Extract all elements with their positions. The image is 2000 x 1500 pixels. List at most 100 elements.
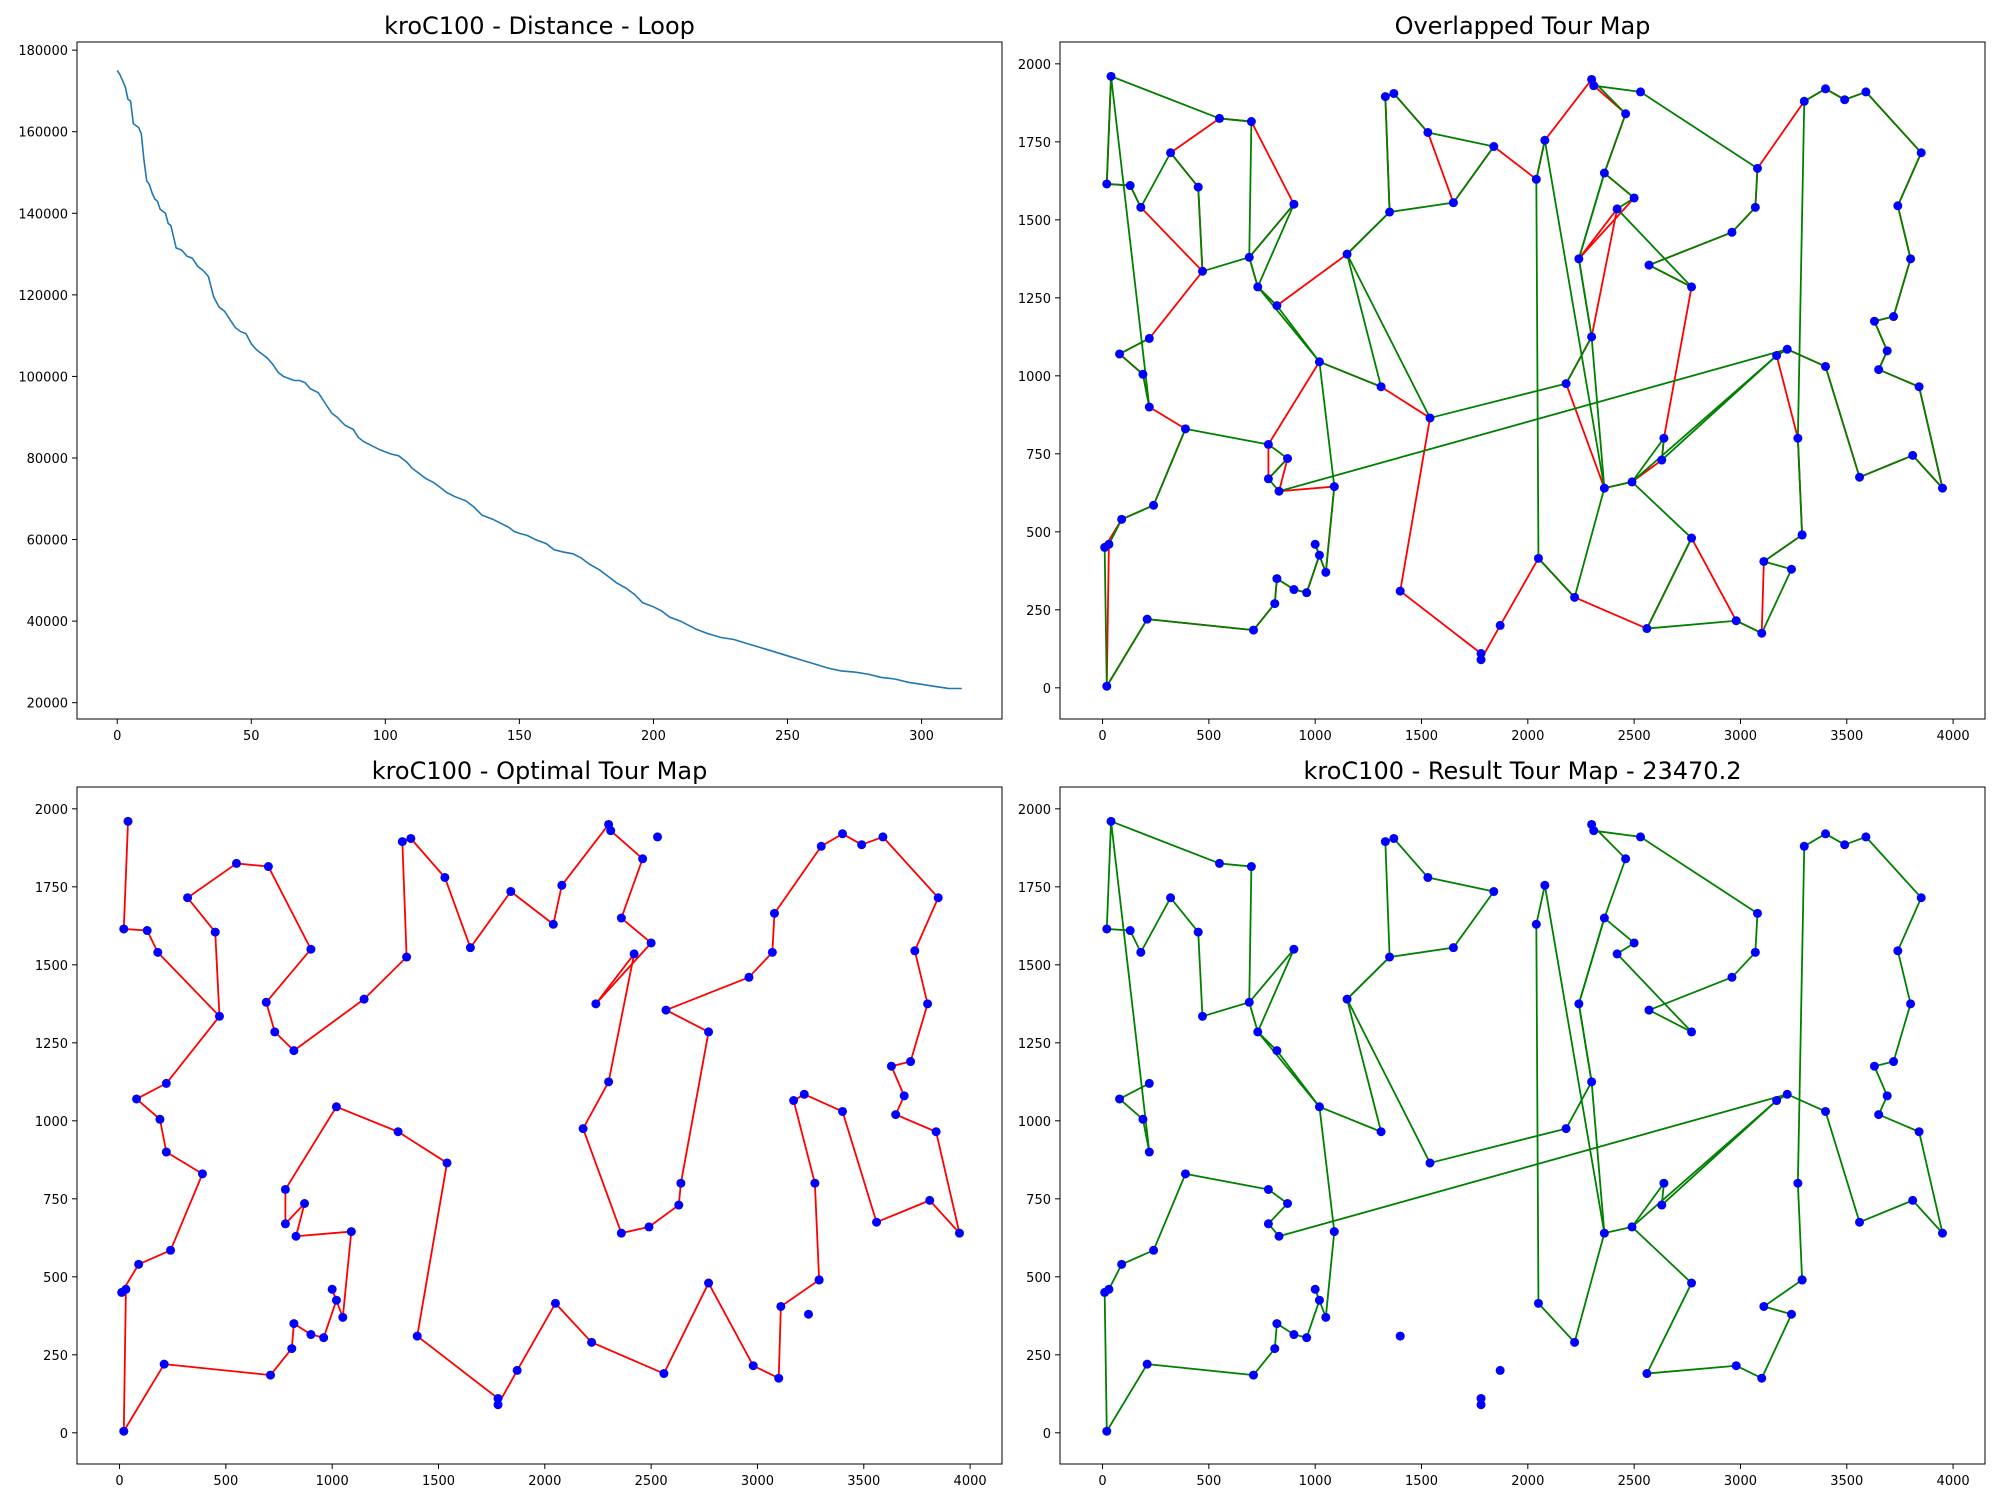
city-point [1772,351,1782,361]
optimal-tour-edge [187,862,237,899]
optimal-tour-edge [1544,78,1593,141]
city-point [1574,999,1584,1009]
x-tick-label: 150 [507,729,532,744]
result-tour-edge [1118,353,1144,375]
optimal-tour-edge [913,950,929,1005]
x-tick-label: 1000 [1299,729,1332,744]
city-point [1531,919,1541,929]
result-tour-edge [1346,998,1431,1164]
optimal-tour-edge [1574,596,1648,630]
city-point [1125,926,1135,936]
optimal-tour-edge [1427,132,1455,203]
result-tour-edge [1257,1031,1321,1108]
result-tour-edge [1256,203,1295,288]
city-point [1193,927,1203,937]
city-point [774,1373,784,1383]
city-point [767,947,777,957]
city-point [1423,872,1433,882]
x-tick-label: 500 [213,1474,238,1489]
city-point [676,1178,686,1188]
result-tour-edge [1577,172,1606,260]
city-point [616,913,626,923]
result-tour-edge [1119,337,1150,355]
city-point [1244,997,1254,1007]
panel-4: kroC100 - Result Tour Map - 23470.2 0 500 1… [1018,757,1986,1489]
y-tick-label: 1250 [35,1037,68,1052]
result-tour-edge [1248,203,1295,258]
result-tour-edge [1735,619,1763,635]
city-point [142,926,152,936]
city-point [1142,614,1152,624]
optimal-tour-edge [803,1093,843,1113]
optimal-tour-edge [620,917,652,944]
city-point [1908,450,1918,460]
city-point [440,872,450,882]
city-point [878,832,888,842]
city-point [1197,1011,1207,1021]
result-tour-edge [1384,96,1391,213]
result-tour-edge [1824,1111,1861,1223]
city-point [1376,1127,1386,1137]
optimal-tour-edge [169,1173,204,1251]
result-tour-edge [1110,75,1220,120]
city-point [1861,832,1871,842]
city-point [1115,349,1125,359]
city-point [1874,1110,1884,1120]
result-tour-edge [1252,603,1276,631]
city-point [1750,202,1760,212]
result-tour-edge [1640,836,1758,915]
y-tick-label: 1250 [1018,1037,1051,1052]
result-tour-edge [1185,1172,1269,1191]
city-point [1395,1331,1405,1341]
city-point [910,946,920,956]
city-point [1793,433,1803,443]
result-tour-edge [1256,948,1295,1033]
city-point [393,1127,403,1137]
optimal-tour-edge [913,897,940,952]
x-tick-label: 3000 [741,1474,774,1489]
city-point [1906,999,1916,1009]
city-point [402,952,412,962]
city-point [629,949,639,959]
city-point [1310,539,1320,549]
city-point [1425,413,1435,423]
city-point [1476,1400,1486,1410]
city-point [1657,455,1667,465]
optimal-tour-edge [1663,286,1693,439]
optimal-tour-edge [416,1335,499,1400]
city-point [1687,533,1697,543]
city-point [346,1227,356,1237]
y-tick-label: 750 [1026,1193,1051,1208]
city-point [1289,1330,1299,1340]
optimal-tour-edge [469,890,512,949]
city-point [1786,564,1796,574]
result-tour-edge [1912,454,1944,489]
result-tour-edge [1110,76,1151,408]
x-tick-label: 0 [1098,1474,1106,1489]
city-point [1759,1301,1769,1311]
city-point [1166,893,1176,903]
result-tour-edge [1121,1249,1154,1266]
x-tick-label: 50 [243,729,260,744]
city-point [1533,1298,1543,1308]
result-tour-edge [1257,286,1321,363]
city-point [1599,483,1609,493]
city-point [557,880,567,890]
result-tour-edge [1267,457,1289,480]
optimal-tour-edge [1565,383,1606,489]
result-tour-edge [1604,1226,1633,1235]
y-tick-label: 1500 [35,959,68,974]
optimal-tour-edge [1278,485,1335,493]
y-tick-label: 1500 [1018,959,1051,974]
result-tour-edge [1346,253,1431,419]
city-point [1376,382,1386,392]
city-point [1214,858,1224,868]
city-point [319,1333,329,1343]
y-tick-label: 1750 [1018,136,1051,151]
optimal-tour-edge [186,897,216,933]
city-point [1314,1295,1324,1305]
city-point [1797,530,1807,540]
result-tour-edge [1202,256,1250,273]
city-point [1599,1228,1609,1238]
optimal-tour-edge [123,1363,165,1432]
